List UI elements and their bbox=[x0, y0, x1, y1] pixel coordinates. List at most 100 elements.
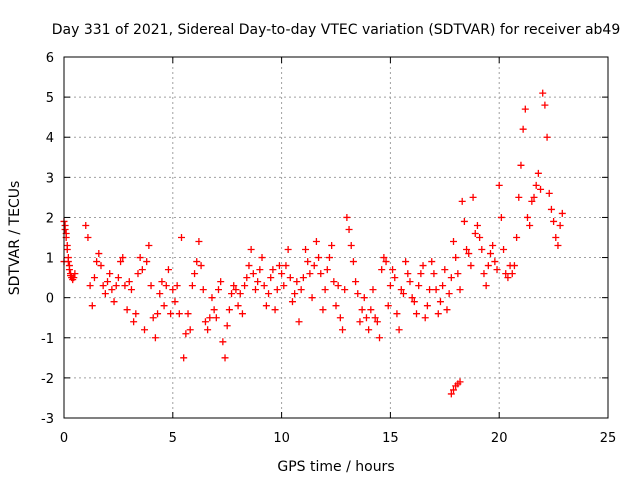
data-point bbox=[254, 278, 262, 286]
data-point bbox=[471, 229, 479, 237]
y-tick-label: 3 bbox=[46, 171, 54, 186]
data-point bbox=[495, 181, 503, 189]
data-point bbox=[362, 314, 370, 322]
y-tick-label: 0 bbox=[46, 292, 54, 307]
data-point bbox=[315, 254, 323, 262]
data-point bbox=[382, 258, 390, 266]
data-point bbox=[423, 302, 431, 310]
data-point bbox=[256, 266, 264, 274]
data-point bbox=[123, 306, 131, 314]
data-point bbox=[271, 306, 279, 314]
x-tick-label: 15 bbox=[382, 431, 399, 446]
data-point bbox=[134, 270, 142, 278]
data-point bbox=[510, 262, 518, 270]
data-point bbox=[180, 354, 188, 362]
data-point bbox=[158, 278, 166, 286]
data-point bbox=[188, 282, 196, 290]
data-point bbox=[297, 286, 305, 294]
data-point bbox=[230, 282, 238, 290]
data-point bbox=[426, 286, 434, 294]
y-axis-label: SDTVAR / TECUs bbox=[7, 181, 23, 296]
data-point bbox=[171, 298, 179, 306]
data-point bbox=[504, 274, 512, 282]
data-layer bbox=[60, 89, 566, 398]
data-point bbox=[228, 290, 236, 298]
data-point bbox=[415, 282, 423, 290]
data-point bbox=[558, 209, 566, 217]
plot-frame bbox=[63, 56, 609, 419]
data-point bbox=[547, 205, 555, 213]
data-point bbox=[497, 213, 505, 221]
data-point bbox=[210, 306, 218, 314]
data-point bbox=[352, 278, 360, 286]
data-point bbox=[269, 266, 277, 274]
data-point bbox=[108, 286, 116, 294]
data-point bbox=[532, 181, 540, 189]
data-point bbox=[413, 310, 421, 318]
data-point bbox=[491, 258, 499, 266]
data-point bbox=[286, 274, 294, 282]
data-point bbox=[465, 250, 473, 258]
data-point bbox=[201, 318, 209, 326]
data-point bbox=[517, 161, 525, 169]
data-point bbox=[430, 270, 438, 278]
data-point bbox=[258, 254, 266, 262]
data-point bbox=[554, 242, 562, 250]
data-point bbox=[236, 290, 244, 298]
x-tick-label: 0 bbox=[60, 431, 68, 446]
data-point bbox=[456, 378, 464, 386]
data-point bbox=[86, 282, 94, 290]
data-point bbox=[500, 246, 508, 254]
data-point bbox=[127, 286, 135, 294]
y-tick-label: -2 bbox=[41, 372, 54, 387]
data-point bbox=[265, 290, 273, 298]
y-tick-label: 6 bbox=[46, 51, 54, 66]
data-point bbox=[343, 213, 351, 221]
data-point bbox=[156, 290, 164, 298]
data-point bbox=[419, 262, 427, 270]
data-point bbox=[478, 246, 486, 254]
data-point bbox=[119, 254, 127, 262]
y-tick-label: -1 bbox=[41, 332, 54, 347]
data-point bbox=[489, 242, 497, 250]
data-point bbox=[295, 318, 303, 326]
data-point bbox=[217, 278, 225, 286]
data-point bbox=[117, 258, 125, 266]
data-point bbox=[186, 326, 194, 334]
data-point bbox=[556, 221, 564, 229]
data-point bbox=[132, 310, 140, 318]
y-tick-label: 4 bbox=[46, 131, 54, 146]
data-point bbox=[537, 185, 545, 193]
data-point bbox=[247, 246, 255, 254]
data-point bbox=[519, 125, 527, 133]
y-tick-label: -3 bbox=[41, 412, 54, 427]
data-point bbox=[121, 282, 129, 290]
data-point bbox=[482, 282, 490, 290]
x-tick-label: 5 bbox=[169, 431, 177, 446]
data-point bbox=[136, 254, 144, 262]
data-point bbox=[206, 314, 214, 322]
data-point bbox=[480, 270, 488, 278]
data-point bbox=[97, 262, 105, 270]
data-point bbox=[145, 242, 153, 250]
data-point bbox=[238, 310, 246, 318]
data-point bbox=[67, 270, 75, 278]
data-point bbox=[528, 197, 536, 205]
data-point bbox=[389, 266, 397, 274]
data-point bbox=[354, 290, 362, 298]
data-point bbox=[262, 302, 270, 310]
data-point bbox=[367, 306, 375, 314]
data-point bbox=[138, 266, 146, 274]
data-point bbox=[539, 89, 547, 97]
data-point bbox=[275, 262, 283, 270]
data-point bbox=[534, 169, 542, 177]
data-point bbox=[336, 314, 344, 322]
data-point bbox=[334, 282, 342, 290]
data-point bbox=[434, 310, 442, 318]
data-point bbox=[515, 193, 523, 201]
data-point bbox=[280, 282, 288, 290]
data-point bbox=[291, 290, 299, 298]
data-point bbox=[308, 294, 316, 302]
data-point bbox=[356, 318, 364, 326]
